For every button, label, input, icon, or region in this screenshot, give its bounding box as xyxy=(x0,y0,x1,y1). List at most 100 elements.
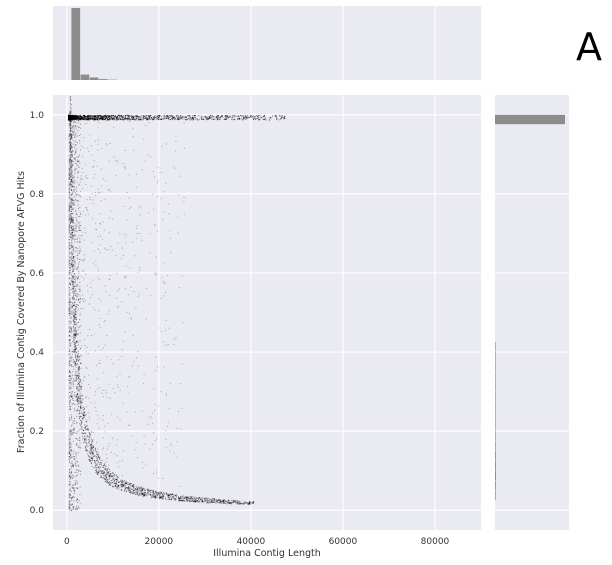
scatter-point xyxy=(213,501,215,503)
scatter-point xyxy=(145,490,147,491)
scatter-point xyxy=(69,371,71,373)
scatter-point xyxy=(71,393,73,394)
scatter-point xyxy=(213,500,215,502)
scatter-point xyxy=(201,497,203,499)
scatter-point xyxy=(125,117,126,119)
scatter-point xyxy=(82,115,84,117)
scatter-point xyxy=(128,424,130,426)
scatter-point xyxy=(83,438,85,440)
scatter-point xyxy=(73,458,75,460)
scatter-point xyxy=(71,189,72,191)
scatter-point xyxy=(70,172,72,174)
scatter-point xyxy=(258,116,260,118)
scatter-point xyxy=(276,118,278,120)
scatter-point xyxy=(73,314,75,316)
scatter-point xyxy=(122,118,124,120)
scatter-point xyxy=(174,167,176,169)
scatter-point xyxy=(128,313,130,315)
scatter-point xyxy=(70,220,72,222)
scatter-point xyxy=(80,118,82,120)
scatter-point xyxy=(77,159,78,161)
scatter-point xyxy=(144,491,146,493)
scatter-point xyxy=(71,199,73,201)
scatter-point xyxy=(155,496,156,498)
scatter-point xyxy=(154,114,156,116)
scatter-point xyxy=(138,119,140,121)
scatter-point xyxy=(178,500,180,502)
scatter-point xyxy=(78,135,80,136)
scatter-point xyxy=(70,135,72,137)
scatter-point xyxy=(73,304,75,306)
scatter-point xyxy=(73,457,75,459)
scatter-point xyxy=(276,117,278,119)
scatter-point xyxy=(71,403,73,405)
scatter-point xyxy=(72,222,74,224)
scatter-point xyxy=(124,118,126,119)
scatter-point xyxy=(68,125,70,127)
scatter-point xyxy=(78,227,80,229)
scatter-point xyxy=(69,105,71,107)
scatter-point xyxy=(78,194,79,196)
scatter-point xyxy=(71,151,73,153)
scatter-point xyxy=(242,503,244,505)
scatter-point xyxy=(123,255,125,256)
scatter-point xyxy=(76,237,78,239)
scatter-point xyxy=(94,391,96,393)
scatter-point xyxy=(245,119,247,121)
scatter-point xyxy=(89,456,91,458)
scatter-point xyxy=(73,323,75,325)
scatter-point xyxy=(71,357,73,359)
scatter-point xyxy=(114,484,116,486)
scatter-point xyxy=(89,196,91,198)
scatter-point xyxy=(168,213,170,215)
scatter-point xyxy=(237,503,239,505)
scatter-point xyxy=(108,483,110,485)
scatter-point xyxy=(78,470,80,472)
scatter-point xyxy=(154,225,156,227)
scatter-point xyxy=(81,188,83,190)
scatter-point xyxy=(71,233,73,235)
scatter-point xyxy=(77,278,78,280)
scatter-point xyxy=(70,163,72,165)
scatter-point xyxy=(79,213,81,215)
scatter-point xyxy=(187,115,189,117)
scatter-point xyxy=(115,485,117,487)
scatter-point xyxy=(242,115,244,117)
scatter-point xyxy=(70,120,72,121)
scatter-point xyxy=(176,494,177,496)
scatter-point xyxy=(68,506,70,507)
scatter-point xyxy=(102,118,104,120)
scatter-point xyxy=(194,500,195,501)
scatter-point xyxy=(72,218,74,220)
scatter-point xyxy=(71,173,72,175)
scatter-point xyxy=(141,494,143,496)
scatter-point xyxy=(93,449,94,451)
scatter-point xyxy=(79,252,80,254)
scatter-point xyxy=(98,122,100,124)
scatter-point xyxy=(139,269,141,271)
scatter-point xyxy=(68,453,70,455)
scatter-point xyxy=(102,448,103,450)
scatter-point xyxy=(124,486,126,488)
scatter-point xyxy=(103,447,105,449)
scatter-point xyxy=(81,432,83,434)
scatter-point xyxy=(70,145,71,147)
scatter-point xyxy=(71,230,72,232)
scatter-point xyxy=(85,117,87,119)
scatter-point xyxy=(155,490,157,492)
scatter-point xyxy=(160,496,162,498)
scatter-point xyxy=(121,119,122,121)
scatter-point xyxy=(144,492,146,493)
scatter-point xyxy=(72,219,74,221)
scatter-point xyxy=(79,288,81,290)
scatter-point xyxy=(203,118,205,120)
scatter-point xyxy=(105,454,107,456)
scatter-point xyxy=(102,471,104,473)
scatter-point xyxy=(191,498,193,499)
scatter-point xyxy=(129,487,131,489)
scatter-point xyxy=(107,115,109,117)
scatter-point xyxy=(187,115,189,117)
scatter-point xyxy=(69,137,71,139)
scatter-point xyxy=(134,489,136,491)
scatter-point xyxy=(70,148,72,150)
